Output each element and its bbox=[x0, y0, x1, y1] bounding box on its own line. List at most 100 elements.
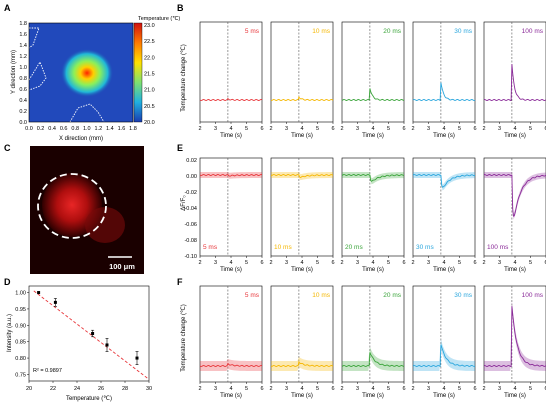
pulse-label: 30 ms bbox=[454, 292, 472, 299]
y-tick-label: 0.90 bbox=[15, 323, 26, 329]
x-tick-label: 2 bbox=[411, 126, 414, 132]
x-tick-label: 2 bbox=[340, 386, 343, 392]
f-y-axis-label: Temperature change (℃) bbox=[181, 304, 187, 371]
x-tick-label: 5 bbox=[529, 126, 532, 132]
confidence-band bbox=[271, 357, 333, 371]
y-tick-label: -0.06 bbox=[184, 222, 197, 228]
x-tick-label: 3 bbox=[214, 386, 217, 392]
y-tick-label: 0.0 bbox=[19, 120, 27, 126]
x-axis-label: Time (s) bbox=[504, 267, 526, 273]
x-tick-label: 2 bbox=[340, 126, 343, 132]
x-tick-label: 3 bbox=[285, 260, 288, 266]
x-tick-label: 6 bbox=[544, 126, 546, 132]
colorbar-title: Temperature (℃) bbox=[138, 16, 180, 22]
x-tick-labels: 0.0 0.2 0.4 0.6 0.8 1.0 1.2 1.4 1.6 1.8 bbox=[25, 126, 137, 132]
plot-frame bbox=[28, 285, 150, 382]
series-line bbox=[341, 88, 405, 101]
x-tick-label: 4 bbox=[442, 386, 445, 392]
y-tick-label: 0.2 bbox=[19, 109, 27, 115]
pulse-label: 5 ms bbox=[245, 292, 260, 299]
x-tick-label: 2 bbox=[269, 126, 272, 132]
x-tick-label: 5 bbox=[387, 260, 390, 266]
x-tick-label: 3 bbox=[427, 260, 430, 266]
y-tick-label: 0.00 bbox=[186, 174, 197, 180]
panel-letter-f: F bbox=[177, 277, 183, 287]
x-tick-label: 24 bbox=[74, 386, 80, 392]
subplot-frame bbox=[412, 21, 476, 123]
series-line bbox=[341, 174, 405, 182]
x-axis-label: Time (s) bbox=[433, 393, 455, 399]
confidence-band bbox=[342, 172, 404, 185]
y-tick-label: 0.80 bbox=[15, 356, 26, 362]
scale-bar-label: 100 μm bbox=[109, 262, 135, 271]
panel-e-subplot: 2 3 4 5 6 Time (s) 30 ms bbox=[411, 157, 477, 273]
x-tick-label: 5 bbox=[458, 126, 461, 132]
panel-b: 2 3 4 5 6 Time (s) 5 ms 2 3 4 5 6 Time (s) 10 ms 2 3 4 5 6… bbox=[198, 21, 546, 139]
confidence-band bbox=[271, 172, 333, 181]
x-tick-label: 3 bbox=[498, 386, 501, 392]
colorbar-tick-label: 21.5 bbox=[144, 72, 155, 78]
r2-annotation: R² = 0.9897 bbox=[33, 368, 62, 374]
x-tick-label: 4 bbox=[300, 126, 303, 132]
y-tick-label: 0.8 bbox=[19, 76, 27, 82]
x-tick-label: 3 bbox=[498, 260, 501, 266]
x-axis-label: Time (s) bbox=[220, 267, 242, 273]
region-circle bbox=[37, 173, 107, 239]
x-tick-label: 5 bbox=[387, 126, 390, 132]
series-line bbox=[270, 95, 334, 101]
x-tick-label: 4 bbox=[371, 260, 374, 266]
y-tick-label: 1.00 bbox=[15, 291, 26, 297]
x-tick-label: 5 bbox=[245, 386, 248, 392]
y-tick-label: 1.4 bbox=[19, 43, 27, 49]
panel-f-subplot: 2 3 4 5 6 Time (s) 10 ms bbox=[269, 285, 335, 399]
x-tick-label: 5 bbox=[316, 260, 319, 266]
series-line bbox=[483, 174, 546, 217]
x-tick-label: 2 bbox=[269, 260, 272, 266]
pulse-label: 100 ms bbox=[522, 292, 544, 299]
y-axis-label: Y direction (mm) bbox=[11, 50, 17, 94]
x-tick-label: 0.6 bbox=[60, 126, 68, 132]
colorbar-tick-label: 22.0 bbox=[144, 55, 155, 61]
x-tick-label: 4 bbox=[513, 126, 516, 132]
x-tick-label: 5 bbox=[529, 260, 532, 266]
panel-letter-d: D bbox=[4, 277, 11, 287]
pulse-label: 5 ms bbox=[245, 28, 260, 35]
x-tick-label: 3 bbox=[285, 386, 288, 392]
x-tick-label: 0.2 bbox=[37, 126, 45, 132]
x-tick-label: 3 bbox=[356, 386, 359, 392]
panel-c: 100 μm bbox=[30, 146, 144, 274]
colorbar bbox=[133, 22, 143, 123]
x-tick-label: 4 bbox=[300, 386, 303, 392]
panel-a: 0.0 0.2 0.4 0.6 0.8 1.0 1.2 1.4 1.6 1.8 0.00.20.4… bbox=[11, 16, 180, 142]
y-tick-label: 0.85 bbox=[15, 340, 26, 346]
x-axis-label: Time (s) bbox=[291, 393, 313, 399]
x-tick-label: 20 bbox=[26, 386, 32, 392]
heatmap-frame bbox=[28, 22, 134, 123]
x-tick-label: 4 bbox=[371, 386, 374, 392]
pulse-label: 20 ms bbox=[383, 28, 401, 35]
x-tick-label: 6 bbox=[260, 386, 263, 392]
x-tick-label: 4 bbox=[371, 126, 374, 132]
x-tick-label: 26 bbox=[98, 386, 104, 392]
x-tick-label: 5 bbox=[529, 386, 532, 392]
pulse-label: 20 ms bbox=[345, 244, 363, 251]
x-tick-label: 1.2 bbox=[95, 126, 103, 132]
panel-b-subplot: 2 3 4 5 6 Time (s) 100 ms bbox=[482, 21, 546, 139]
x-tick-label: 0.0 bbox=[25, 126, 33, 132]
x-tick-label: 22 bbox=[50, 386, 56, 392]
heatmap-hotspot bbox=[61, 49, 113, 97]
pulse-label: 30 ms bbox=[454, 28, 472, 35]
series-line bbox=[412, 344, 476, 368]
x-tick-label: 6 bbox=[260, 260, 263, 266]
x-tick-label: 5 bbox=[316, 386, 319, 392]
x-tick-label: 4 bbox=[442, 260, 445, 266]
y-tick-label: -0.08 bbox=[184, 238, 197, 244]
x-tick-label: 3 bbox=[214, 126, 217, 132]
x-axis-label: Time (s) bbox=[220, 393, 242, 399]
pulse-label: 30 ms bbox=[416, 244, 434, 251]
panel-f-subplot: 2 3 4 5 6 Time (s) 100 ms bbox=[482, 285, 546, 399]
subplot-frame bbox=[270, 21, 334, 123]
series-line bbox=[199, 97, 263, 101]
panel-e-subplot: 2 3 4 5 6 Time (s) 20 ms bbox=[340, 157, 406, 273]
x-axis-label: Time (s) bbox=[433, 267, 455, 273]
